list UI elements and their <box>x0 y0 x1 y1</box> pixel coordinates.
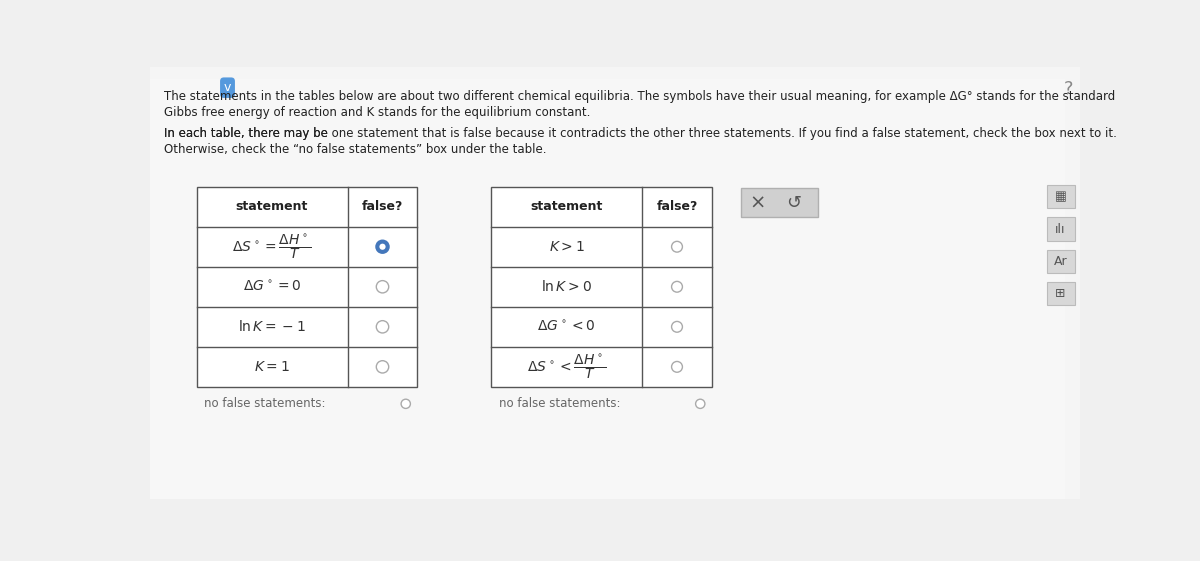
Text: $\Delta S^\circ < \dfrac{\Delta H^\circ}{T}$: $\Delta S^\circ < \dfrac{\Delta H^\circ}… <box>527 352 606 381</box>
Text: In each table, there may be one statement that is false because it contradicts t: In each table, there may be one statemen… <box>164 127 1117 140</box>
Text: false?: false? <box>656 200 697 213</box>
Text: ▦: ▦ <box>1055 190 1067 203</box>
Text: ılı: ılı <box>1055 223 1066 236</box>
Text: $\ln K > 0$: $\ln K > 0$ <box>541 279 592 295</box>
Bar <box>1046 185 1074 208</box>
Text: ×: × <box>750 194 766 213</box>
Bar <box>1046 250 1074 273</box>
Circle shape <box>377 280 389 293</box>
Text: $K > 1$: $K > 1$ <box>548 240 584 254</box>
Circle shape <box>672 361 683 373</box>
Text: no false statements:: no false statements: <box>204 397 325 410</box>
Text: ↺: ↺ <box>786 194 800 212</box>
Text: $\Delta S^\circ = \dfrac{\Delta H^\circ}{T}$: $\Delta S^\circ = \dfrac{\Delta H^\circ}… <box>233 232 312 261</box>
Text: Ar: Ar <box>1054 255 1068 268</box>
Circle shape <box>377 361 389 373</box>
Text: v: v <box>224 81 232 94</box>
Text: The statements in the tables below are about two different chemical equilibria. : The statements in the tables below are a… <box>164 90 1115 103</box>
Text: In each table, there may be: In each table, there may be <box>164 127 331 140</box>
Text: $\Delta G^\circ = 0$: $\Delta G^\circ = 0$ <box>242 279 301 294</box>
Circle shape <box>379 243 385 250</box>
Text: $K = 1$: $K = 1$ <box>254 360 290 374</box>
Text: Gibbs free energy of reaction and K stands for the equilibrium constant.: Gibbs free energy of reaction and K stan… <box>164 106 590 119</box>
Circle shape <box>672 321 683 332</box>
Bar <box>491 187 712 387</box>
Text: statement: statement <box>236 200 308 213</box>
Circle shape <box>696 399 704 408</box>
Text: no false statements:: no false statements: <box>499 397 620 410</box>
Bar <box>1046 218 1074 241</box>
Circle shape <box>672 282 683 292</box>
Text: Otherwise, check the “no false statements” box under the table.: Otherwise, check the “no false statement… <box>164 143 546 156</box>
Text: statement: statement <box>530 200 602 213</box>
Bar <box>1046 282 1074 305</box>
Bar <box>197 187 418 387</box>
Text: ?: ? <box>1063 80 1073 98</box>
Circle shape <box>672 241 683 252</box>
Text: ⊞: ⊞ <box>1055 287 1066 300</box>
Bar <box>740 188 818 218</box>
Text: $\ln K = -1$: $\ln K = -1$ <box>239 319 306 334</box>
Circle shape <box>401 399 410 408</box>
Circle shape <box>377 321 389 333</box>
Text: $\Delta G^\circ < 0$: $\Delta G^\circ < 0$ <box>538 320 595 334</box>
Circle shape <box>377 241 389 253</box>
Text: false?: false? <box>362 200 403 213</box>
